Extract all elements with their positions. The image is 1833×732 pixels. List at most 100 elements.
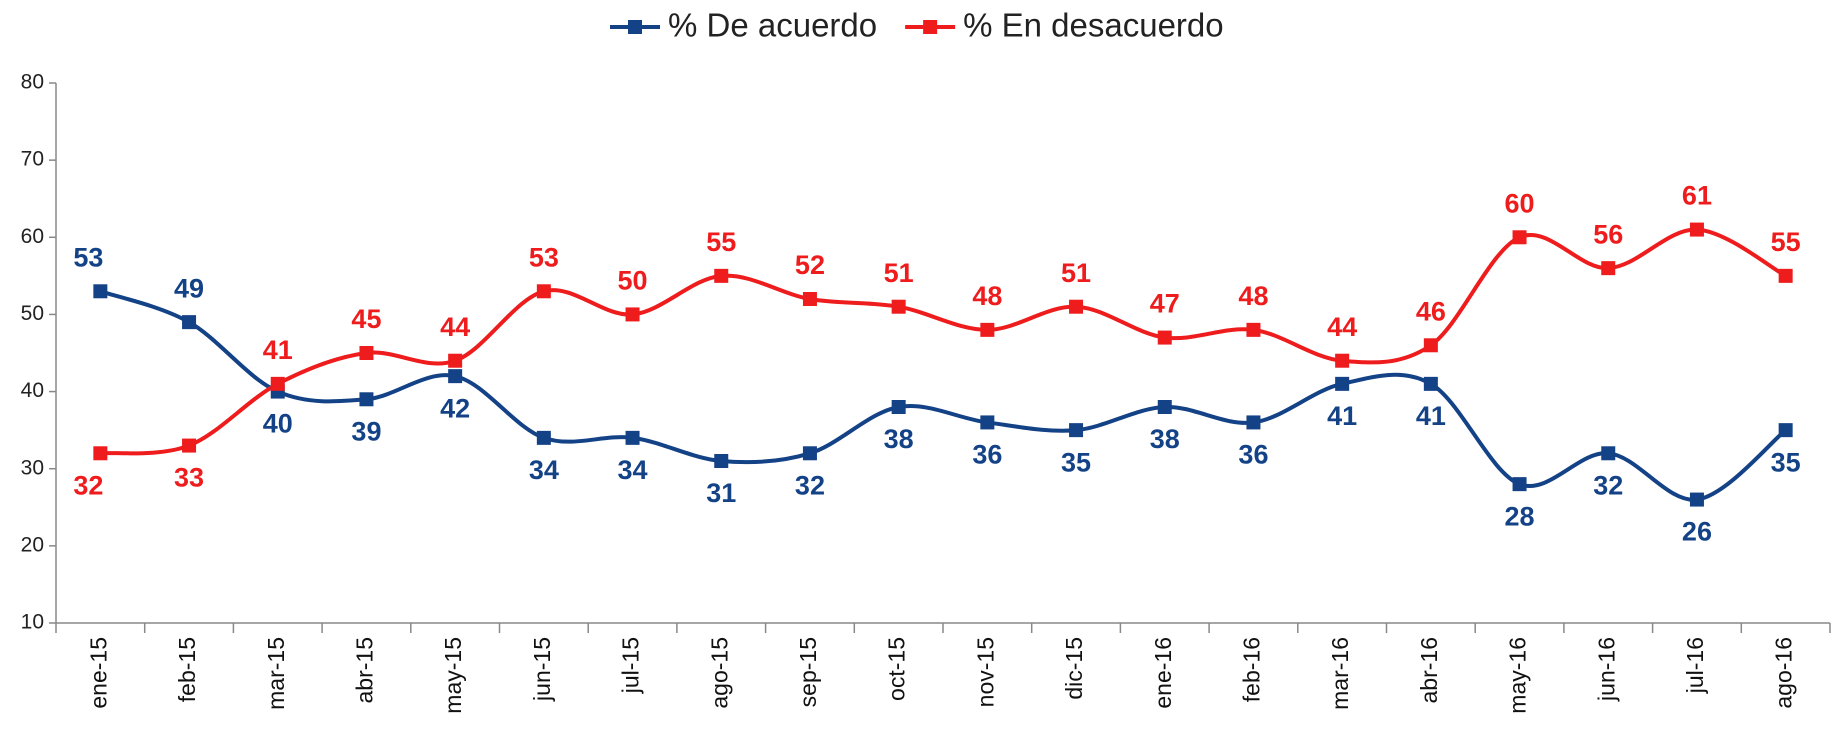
x-tick-label: abr-15: [352, 637, 378, 703]
data-label: 41: [263, 335, 293, 365]
marker: [714, 454, 729, 468]
marker: [980, 322, 995, 337]
marker: [359, 346, 374, 360]
data-label: 51: [884, 258, 914, 288]
data-label: 42: [440, 393, 470, 423]
data-label: 47: [1150, 289, 1180, 319]
x-tick-label: feb-15: [174, 637, 200, 702]
data-label: 35: [1061, 447, 1091, 477]
marker: [1246, 415, 1261, 430]
marker: [714, 268, 729, 283]
x-tick-label: jul-16: [1682, 637, 1708, 694]
data-label: 34: [618, 455, 648, 485]
y-tick-label: 30: [21, 456, 44, 479]
data-label: 36: [1238, 440, 1268, 470]
data-label: 41: [1327, 401, 1357, 431]
marker: [1689, 492, 1704, 507]
x-tick-label: dic-15: [1061, 637, 1087, 700]
x-tick-label: mar-16: [1327, 637, 1353, 710]
marker: [891, 400, 906, 414]
data-label: 60: [1505, 188, 1535, 218]
data-label: 28: [1505, 501, 1535, 531]
data-label: 53: [529, 242, 559, 272]
data-label: 36: [972, 440, 1002, 470]
data-label: 26: [1682, 517, 1712, 547]
marker: [93, 446, 108, 461]
marker: [448, 353, 463, 368]
marker: [270, 376, 285, 391]
marker: [1069, 423, 1084, 438]
data-label: 32: [795, 470, 825, 500]
data-label: 46: [1416, 296, 1446, 326]
marker: [93, 284, 108, 299]
x-tick-label: oct-15: [884, 637, 910, 701]
data-label: 32: [1593, 470, 1623, 500]
marker: [1512, 477, 1527, 492]
marker: [802, 292, 817, 306]
x-tick-label: jun-16: [1593, 637, 1619, 702]
legend-label: % En desacuerdo: [963, 7, 1224, 44]
data-label: 33: [174, 463, 204, 493]
marker: [359, 392, 374, 407]
legend-marker: [628, 20, 642, 34]
data-label: 40: [263, 409, 293, 439]
data-label: 41: [1416, 401, 1446, 431]
marker: [1246, 322, 1261, 337]
x-tick-label: abr-16: [1416, 637, 1442, 703]
data-label: 35: [1771, 447, 1801, 477]
legend-marker: [923, 20, 938, 34]
x-tick-label: ago-16: [1771, 637, 1797, 709]
data-label: 50: [618, 266, 648, 296]
marker: [1157, 400, 1172, 414]
legend: % De acuerdo % En desacuerdo: [610, 7, 1224, 44]
x-tick-label: feb-16: [1239, 637, 1265, 702]
x-tick-label: may-15: [440, 637, 466, 714]
x-tick-label: ago-15: [706, 637, 732, 709]
marker: [1601, 261, 1616, 276]
data-label: 61: [1682, 181, 1712, 211]
x-tick-label: nov-15: [972, 637, 998, 707]
data-label: 52: [795, 250, 825, 280]
x-tick-label: jul-15: [618, 637, 644, 694]
x-tick-label: sep-15: [795, 637, 821, 707]
marker: [1157, 330, 1172, 345]
data-label: 48: [1238, 281, 1268, 311]
data-label: 38: [1150, 424, 1180, 454]
marker: [802, 446, 817, 461]
data-label: 39: [351, 416, 381, 446]
x-tick-label: ene-16: [1150, 637, 1176, 709]
marker: [1335, 353, 1350, 368]
data-label: 49: [174, 273, 204, 303]
data-label: 31: [706, 478, 736, 508]
marker: [536, 284, 551, 299]
marker: [1778, 268, 1793, 283]
marker: [182, 438, 197, 453]
data-label: 32: [73, 470, 103, 500]
marker: [625, 307, 640, 322]
y-tick-label: 70: [21, 148, 44, 171]
marker: [891, 299, 906, 314]
data-label: 34: [529, 455, 559, 485]
marker: [1778, 423, 1793, 438]
marker: [448, 369, 463, 384]
y-tick-label: 40: [21, 379, 44, 402]
marker: [1689, 222, 1704, 237]
marker: [1601, 446, 1616, 461]
marker: [182, 315, 197, 330]
data-label: 45: [351, 304, 381, 334]
marker: [1069, 299, 1084, 314]
marker: [1423, 338, 1438, 353]
data-label: 55: [1771, 227, 1801, 257]
y-tick-label: 50: [21, 302, 44, 325]
marker: [1423, 376, 1438, 391]
data-label: 44: [1327, 312, 1357, 342]
data-label: 51: [1061, 258, 1091, 288]
x-tick-label: jun-15: [529, 637, 555, 702]
data-label: 48: [972, 281, 1002, 311]
x-tick-label: mar-15: [263, 637, 289, 710]
marker: [1512, 230, 1527, 245]
legend-label: % De acuerdo: [668, 7, 877, 44]
marker: [625, 430, 640, 445]
x-tick-label: ene-15: [85, 637, 111, 709]
data-label: 44: [440, 312, 470, 342]
